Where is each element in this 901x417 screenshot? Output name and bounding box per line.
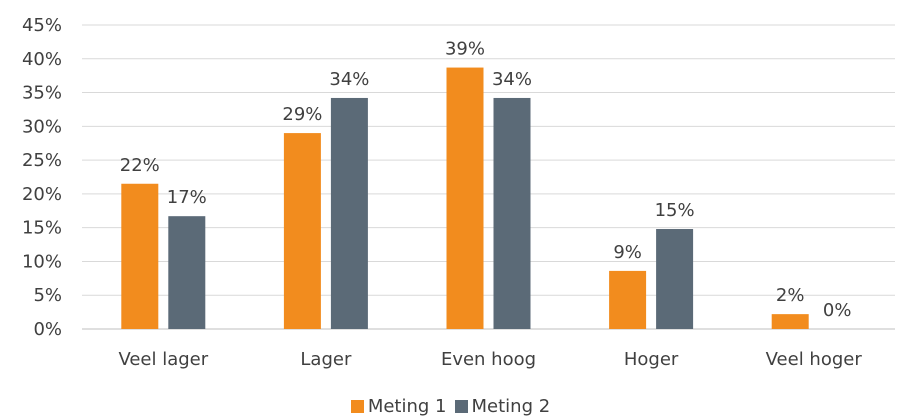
data-label: 34% (492, 69, 532, 90)
x-category-label: Lager (300, 349, 352, 370)
bar-1 (609, 270, 647, 329)
y-tick-label: 30% (22, 116, 62, 137)
bar-2 (168, 216, 206, 329)
data-label: 9% (613, 242, 642, 263)
y-tick-label: 15% (22, 218, 62, 239)
legend-item-series-2: Meting 2 (454, 396, 551, 417)
data-label: 17% (167, 187, 207, 208)
y-tick-label: 0% (33, 319, 62, 340)
y-axis: 0% 5% 10% 15% 20% 25% 30% 35% 40% 45% (22, 15, 62, 340)
data-label: 22% (120, 155, 160, 176)
legend-label-series-2: Meting 2 (471, 396, 551, 417)
x-category-label: Hoger (624, 349, 679, 370)
y-tick-label: 10% (22, 251, 62, 272)
bar-1 (283, 133, 321, 329)
gridlines (82, 24, 895, 330)
bar-1 (121, 183, 159, 329)
data-label: 2% (776, 285, 805, 306)
legend-swatch-series-1 (350, 400, 364, 413)
data-label: 39% (445, 39, 485, 60)
x-category-label: Veel hoger (766, 349, 863, 370)
bar-1 (446, 67, 484, 329)
data-labels: 22% 17% 29% 34% 39% 34% 9% 15% 2% 0% (120, 39, 852, 321)
data-label: 15% (655, 200, 695, 221)
data-label: 34% (329, 69, 369, 90)
y-tick-label: 5% (33, 285, 62, 306)
legend-swatch-series-2 (454, 400, 468, 413)
y-tick-label: 40% (22, 49, 62, 70)
data-label: 29% (282, 104, 322, 125)
data-label: 0% (823, 300, 852, 321)
y-tick-label: 35% (22, 83, 62, 104)
x-category-label: Even hoog (441, 349, 536, 370)
x-category-label: Veel lager (118, 349, 208, 370)
legend-item-series-1: Meting 1 (350, 396, 447, 417)
y-tick-label: 25% (22, 150, 62, 171)
y-tick-label: 20% (22, 184, 62, 205)
y-tick-label: 45% (22, 15, 62, 36)
bars (121, 67, 809, 330)
x-axis: Veel lager Lager Even hoog Hoger Veel hoger (118, 349, 862, 370)
legend-label-series-1: Meting 1 (367, 396, 447, 417)
legend: Meting 1 Meting 2 (0, 396, 901, 417)
bar-2 (493, 97, 531, 330)
bar-2 (330, 97, 368, 330)
bar-1 (771, 314, 809, 329)
bar-2 (656, 229, 694, 329)
